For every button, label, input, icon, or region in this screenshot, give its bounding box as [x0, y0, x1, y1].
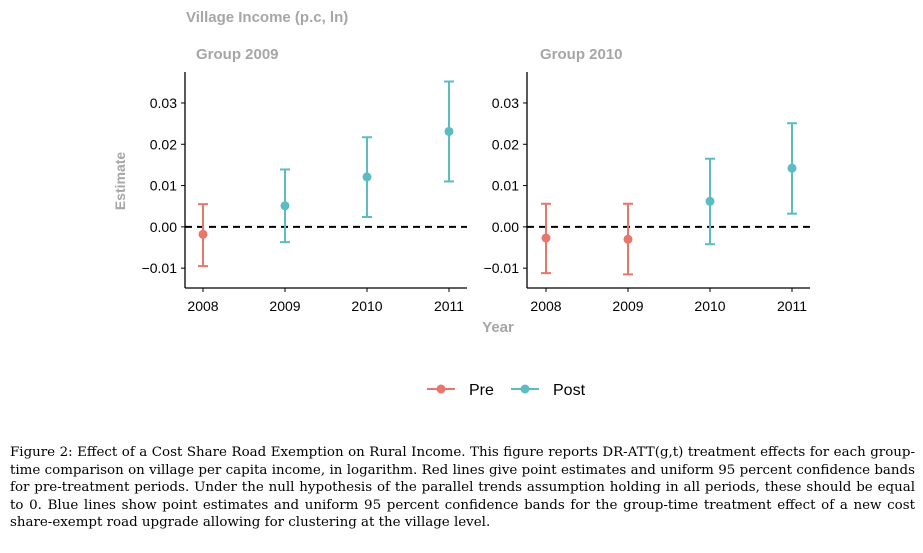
legend: Pre Post: [427, 382, 586, 399]
x-tick-label: 2011: [777, 298, 807, 314]
x-tick-label: 2008: [187, 298, 218, 314]
legend-post-label: Post: [553, 382, 586, 399]
point-estimate: [280, 201, 290, 211]
point-estimate: [444, 126, 454, 136]
x-tick-label: 2009: [269, 298, 300, 314]
panel-group-2009: −0.01 0.00 0.01 0.02 0.03 2008 2009 2010 2011: [142, 72, 467, 314]
y-tick-label: 0.03: [150, 95, 177, 111]
panel-title-group-2009: Group 2009: [196, 46, 279, 63]
panel-group-2010: −0.01 0.00 0.01 0.02 0.03 2008 2009 2010 2011: [484, 72, 810, 314]
figure-caption: Figure 2: Effect of a Cost Share Road Ex…: [10, 445, 915, 531]
point-estimate: [541, 233, 551, 243]
event-study-chart: Village Income (p.c, ln) Estimate Year G…: [112, 9, 810, 399]
point-estimate: [623, 234, 633, 244]
y-tick-label: −0.01: [142, 260, 178, 276]
y-tick-label: 0.01: [150, 178, 177, 194]
y-tick-label: 0.02: [492, 136, 519, 152]
point-estimate: [705, 196, 715, 206]
y-tick-label: 0.02: [150, 136, 177, 152]
point-estimate: [787, 163, 797, 173]
point-estimate: [198, 229, 208, 239]
x-tick-label: 2008: [530, 298, 561, 314]
point-estimate: [362, 172, 372, 182]
y-tick-label: 0.00: [492, 219, 519, 235]
y-tick-label: 0.03: [492, 95, 519, 111]
legend-pre-label: Pre: [469, 382, 494, 399]
panel-title-group-2010: Group 2010: [540, 46, 623, 63]
x-tick-label: 2010: [351, 298, 382, 314]
x-tick-label: 2009: [612, 298, 643, 314]
legend-post-marker: [520, 384, 530, 394]
legend-pre-marker: [436, 384, 446, 394]
y-tick-label: 0.01: [492, 178, 519, 194]
x-tick-label: 2010: [694, 298, 725, 314]
y-axis-label: Estimate: [112, 152, 128, 211]
y-tick-label: 0.00: [150, 219, 177, 235]
chart-title: Village Income (p.c, ln): [186, 9, 348, 26]
x-tick-label: 2011: [434, 298, 464, 314]
y-tick-label: −0.01: [484, 260, 520, 276]
x-axis-label: Year: [482, 319, 514, 336]
